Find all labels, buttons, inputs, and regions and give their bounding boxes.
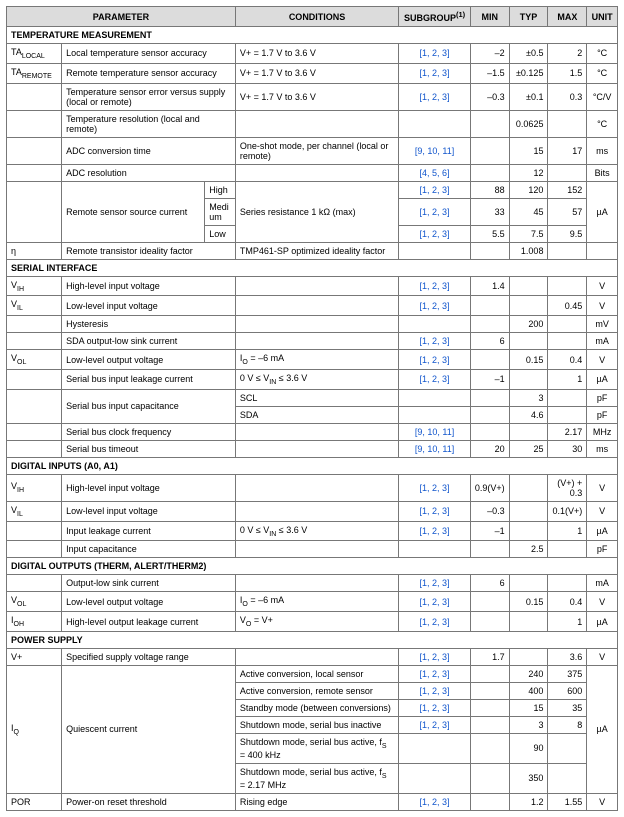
table-row: VILLow-level input voltage[1, 2, 3]–0.30…	[7, 501, 618, 521]
section-header: POWER SUPPLY	[7, 631, 618, 648]
section-header: SERIAL INTERFACE	[7, 259, 618, 276]
table-row: Input capacitance2.5pF	[7, 541, 618, 558]
table-row: Remote sensor source currentHighSeries r…	[7, 181, 618, 198]
section-header: DIGITAL INPUTS (A0, A1)	[7, 457, 618, 474]
hdr-cond: CONDITIONS	[235, 7, 398, 27]
table-row: Temperature sensor error versus supply (…	[7, 83, 618, 110]
table-row: ηRemote transistor ideality factorTMP461…	[7, 242, 618, 259]
table-row: VOLLow-level output voltageIO = –6 mA[1,…	[7, 592, 618, 612]
table-row: PORPower-on reset thresholdRising edge[1…	[7, 793, 618, 810]
table-row: VIHHigh-level input voltage[1, 2, 3]0.9(…	[7, 474, 618, 501]
table-row: Input leakage current0 V ≤ VIN ≤ 3.6 V[1…	[7, 521, 618, 541]
table-row: IOHHigh-level output leakage currentVO =…	[7, 612, 618, 632]
section-header: TEMPERATURE MEASUREMENT	[7, 27, 618, 44]
table-row: VILLow-level input voltage[1, 2, 3]0.45V	[7, 296, 618, 316]
table-row: VOLLow-level output voltageIO = –6 mA[1,…	[7, 350, 618, 370]
table-row: Temperature resolution (local and remote…	[7, 110, 618, 137]
spec-table: PARAMETER CONDITIONS SUBGROUP(1) MIN TYP…	[6, 6, 618, 811]
table-row: ADC resolution[4, 5, 6]12Bits	[7, 164, 618, 181]
table-row: Serial bus input leakage current0 V ≤ VI…	[7, 369, 618, 389]
table-row: TAREMOTERemote temperature sensor accura…	[7, 63, 618, 83]
table-row: TALOCALLocal temperature sensor accuracy…	[7, 44, 618, 64]
table-row: IQQuiescent currentActive conversion, lo…	[7, 665, 618, 682]
table-row: SDA output-low sink current[1, 2, 3]6mA	[7, 333, 618, 350]
hdr-typ: TYP	[509, 7, 548, 27]
table-body: TEMPERATURE MEASUREMENTTALOCALLocal temp…	[7, 27, 618, 811]
hdr-max: MAX	[548, 7, 587, 27]
table-row: Serial bus clock frequency[9, 10, 11]2.1…	[7, 423, 618, 440]
table-row: ADC conversion timeOne-shot mode, per ch…	[7, 137, 618, 164]
table-row: VIHHigh-level input voltage[1, 2, 3]1.4V	[7, 276, 618, 296]
hdr-param: PARAMETER	[7, 7, 236, 27]
table-row: Output-low sink current[1, 2, 3]6mA	[7, 575, 618, 592]
section-header: DIGITAL OUTPUTS (THERM, ALERT/THERM2)	[7, 558, 618, 575]
hdr-subg: SUBGROUP(1)	[399, 7, 471, 27]
table-row: Serial bus input capacitanceSCL3pF	[7, 389, 618, 406]
table-row: Hysteresis200mV	[7, 316, 618, 333]
table-header: PARAMETER CONDITIONS SUBGROUP(1) MIN TYP…	[7, 7, 618, 27]
table-row: Serial bus timeout[9, 10, 11]202530ms	[7, 440, 618, 457]
hdr-min: MIN	[470, 7, 509, 27]
hdr-unit: UNIT	[587, 7, 618, 27]
